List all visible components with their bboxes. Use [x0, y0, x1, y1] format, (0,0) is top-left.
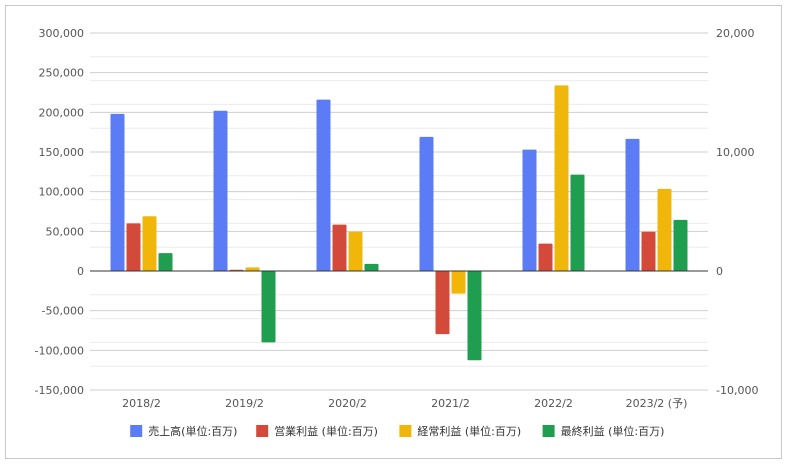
legend-label: 売上高(単位:百万)	[148, 424, 237, 438]
right-axis-tick-label: 0	[716, 265, 723, 278]
left-axis-tick-label: 50,000	[46, 225, 85, 238]
category-label: 2022/2	[534, 397, 573, 410]
bar-1	[213, 110, 228, 271]
bar-3	[142, 216, 157, 271]
bar-1	[522, 149, 537, 271]
bar-3	[554, 85, 569, 271]
bar-1	[316, 99, 331, 271]
bar-2	[538, 243, 553, 271]
left-axis-tick-label: 100,000	[39, 186, 85, 199]
right-axis-tick-label: 10,000	[716, 146, 755, 159]
category-label: 2021/2	[431, 397, 470, 410]
bar-3	[451, 271, 466, 294]
category-label: 2020/2	[328, 397, 367, 410]
category-label: 2023/2 (予)	[626, 397, 688, 410]
bar-1	[110, 113, 125, 271]
bar-3	[348, 231, 363, 271]
right-axis-tick-label: -10,000	[716, 384, 758, 397]
legend-label: 経常利益 (単位:百万)	[417, 424, 521, 438]
bar-1	[625, 138, 640, 271]
right-axis-tick-label: 20,000	[716, 27, 755, 40]
category-label: 2019/2	[225, 397, 264, 410]
bar-3	[657, 188, 672, 271]
bar-4	[673, 219, 688, 271]
left-axis-tick-label: 0	[77, 265, 84, 278]
bar-4	[261, 271, 276, 343]
left-axis-tick-label: 300,000	[39, 27, 85, 40]
left-axis-tick-label: -50,000	[42, 305, 84, 318]
legend-swatch	[542, 425, 555, 437]
left-axis-tick-label: -100,000	[35, 344, 84, 357]
legend-label: 営業利益 (単位:百万)	[274, 424, 378, 438]
category-label: 2018/2	[122, 397, 161, 410]
left-axis-tick-label: -150,000	[35, 384, 84, 397]
legend-swatch	[130, 425, 143, 437]
bar-2	[435, 271, 450, 335]
bar-4	[570, 174, 585, 271]
left-axis-tick-label: 200,000	[39, 106, 85, 119]
legend-swatch	[256, 425, 269, 437]
legend-label: 最終利益 (単位:百万)	[561, 424, 665, 438]
bar-3	[245, 267, 260, 271]
bar-2	[126, 223, 141, 271]
bar-4	[364, 263, 379, 271]
legend-swatch	[399, 425, 412, 437]
left-axis-tick-label: 250,000	[39, 67, 85, 80]
bar-1	[419, 136, 434, 271]
bar-2	[332, 224, 347, 271]
left-axis-tick-label: 150,000	[39, 146, 85, 159]
bar-4	[158, 253, 173, 271]
bar-2	[641, 231, 656, 271]
bar-4	[467, 271, 482, 361]
